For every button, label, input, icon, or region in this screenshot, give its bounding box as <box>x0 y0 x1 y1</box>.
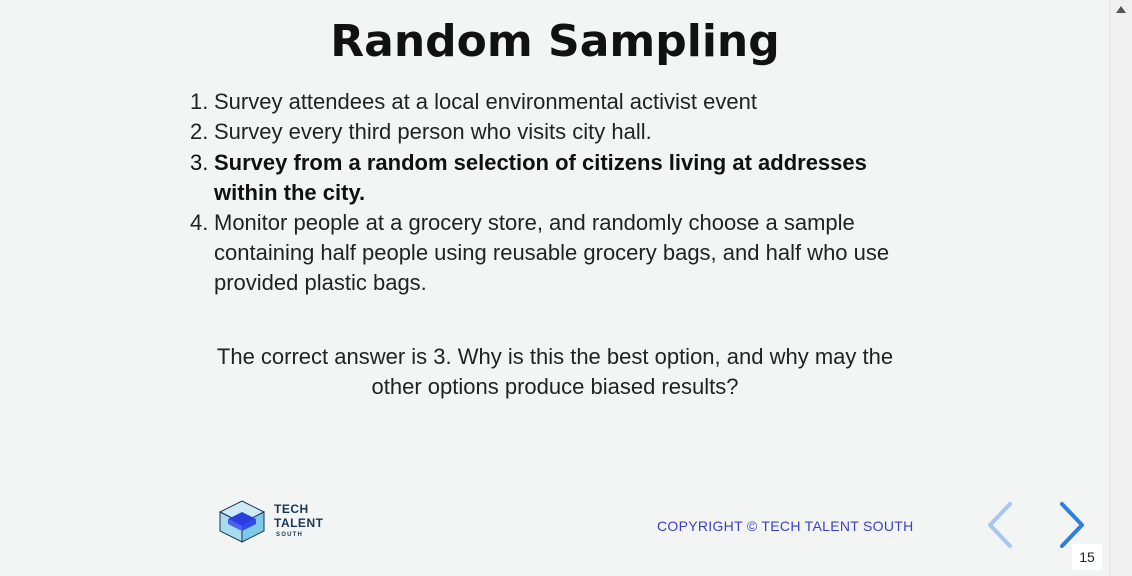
option-text: Survey every third person who visits cit… <box>214 119 652 144</box>
vertical-scrollbar[interactable] <box>1109 0 1132 576</box>
option-item-3: 3. Survey from a random selection of cit… <box>190 148 930 208</box>
logo-mark-icon <box>218 500 266 543</box>
option-text: Monitor people at a grocery store, and r… <box>214 210 890 295</box>
slide-number: 15 <box>1072 544 1102 570</box>
chevron-right-icon <box>1060 502 1084 548</box>
logo-text: TECH TALENT SOUTH <box>274 502 324 538</box>
copyright-text: COPYRIGHT © TECH TALENT SOUTH <box>657 518 914 534</box>
answer-text: The correct answer is 3. Why is this the… <box>216 344 894 399</box>
tech-talent-south-logo: TECH TALENT SOUTH <box>218 500 328 544</box>
option-number: 3. <box>190 150 209 175</box>
option-item-4: 4. Monitor people at a grocery store, an… <box>190 208 930 298</box>
option-number: 1. <box>190 89 209 114</box>
next-slide-button[interactable] <box>1054 500 1090 550</box>
option-text: Survey attendees at a local environmenta… <box>214 89 757 114</box>
slide-title: Random Sampling <box>330 16 780 67</box>
previous-slide-button[interactable] <box>984 500 1020 550</box>
option-item-2: 2. Survey every third person who visits … <box>190 117 930 147</box>
option-number: 2. <box>190 119 209 144</box>
chevron-left-icon <box>988 502 1012 548</box>
option-item-1: 1. Survey attendees at a local environme… <box>190 87 930 117</box>
scroll-up-arrow-icon[interactable] <box>1116 6 1126 13</box>
option-number: 4. <box>190 210 209 235</box>
option-text: Survey from a random selection of citize… <box>214 150 867 205</box>
